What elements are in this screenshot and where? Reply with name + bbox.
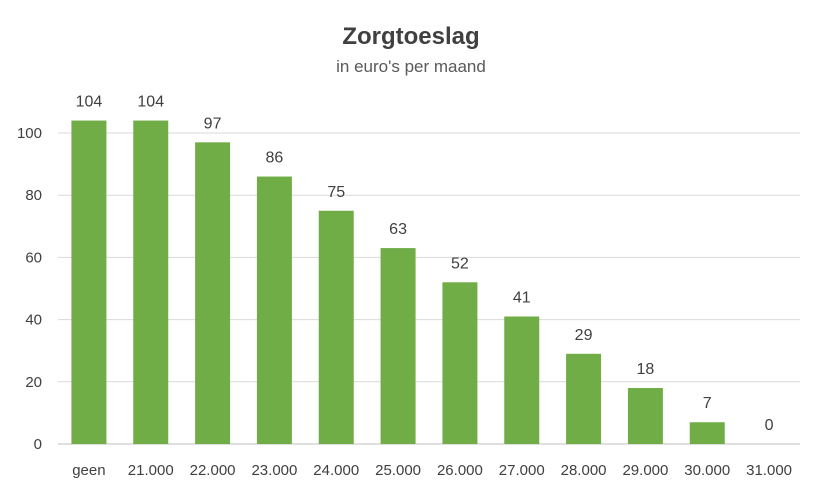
data-label: 104 (76, 94, 103, 111)
y-tick-label: 40 (25, 312, 42, 329)
data-label: 18 (637, 361, 655, 378)
data-label: 86 (266, 150, 284, 167)
y-axis-ticks: 0 20 40 60 80 100 (17, 125, 42, 453)
y-tick-label: 0 (34, 436, 42, 453)
x-tick-label: 21.000 (128, 462, 174, 479)
x-tick-label: 31.000 (746, 462, 792, 479)
bar (256, 176, 292, 445)
bar (318, 210, 354, 444)
bar (380, 248, 416, 444)
data-label: 29 (575, 327, 593, 344)
data-label: 63 (389, 221, 407, 238)
bar (566, 353, 602, 444)
y-tick-label: 80 (25, 187, 42, 204)
data-label: 97 (204, 115, 222, 132)
bar (442, 282, 478, 444)
data-label: 104 (137, 94, 164, 111)
x-axis-ticks: geen 21.000 22.000 23.000 24.000 25.000 26.000… (72, 462, 792, 479)
data-labels: 104 104 97 86 75 63 52 41 29 18 7 0 (76, 94, 774, 434)
x-tick-label: 25.000 (375, 462, 421, 479)
x-tick-label: 27.000 (499, 462, 545, 479)
data-label: 52 (451, 255, 469, 272)
x-tick-label: 24.000 (313, 462, 359, 479)
bar (195, 142, 231, 444)
x-tick-label: 29.000 (622, 462, 668, 479)
bar (71, 120, 107, 444)
x-tick-label: 30.000 (684, 462, 730, 479)
data-label: 0 (765, 417, 774, 434)
chart-title: Zorgtoeslag (342, 23, 479, 50)
data-label: 41 (513, 289, 531, 306)
bar (133, 120, 169, 444)
bar (689, 422, 725, 444)
x-tick-label: 22.000 (190, 462, 236, 479)
data-label: 75 (327, 184, 345, 201)
x-tick-label: 26.000 (437, 462, 483, 479)
gridlines (58, 132, 800, 445)
data-label: 7 (703, 395, 712, 412)
chart-subtitle: in euro's per maand (336, 57, 486, 76)
x-tick-label: 23.000 (251, 462, 297, 479)
bar (627, 388, 663, 444)
bar (504, 316, 540, 444)
x-tick-label: geen (72, 462, 105, 479)
y-tick-label: 20 (25, 374, 42, 391)
y-tick-label: 60 (25, 249, 42, 266)
x-tick-label: 28.000 (561, 462, 607, 479)
bars (71, 120, 725, 445)
y-tick-label: 100 (17, 125, 42, 142)
